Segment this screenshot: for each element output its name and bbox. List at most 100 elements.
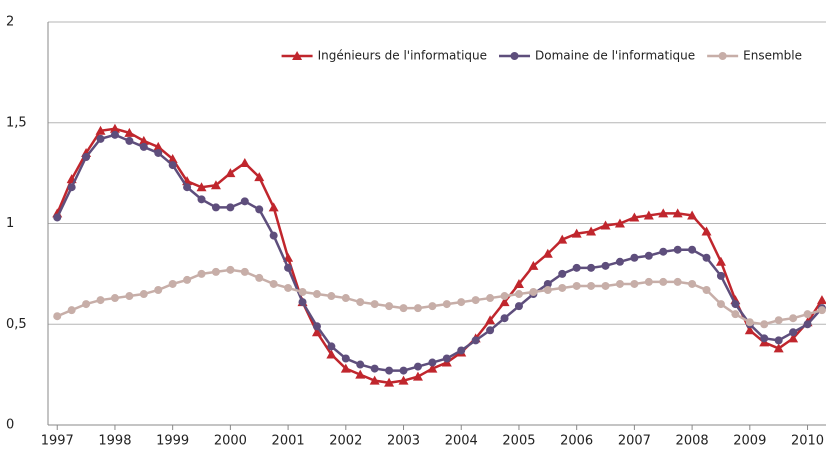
x-tick-label: 2003 — [387, 434, 420, 449]
marker — [139, 142, 148, 151]
marker — [789, 314, 798, 323]
marker — [486, 326, 495, 335]
marker — [269, 231, 278, 240]
marker — [370, 300, 379, 309]
legend-label: Domaine de l'informatique — [535, 49, 695, 63]
x-tick-label: 2001 — [272, 434, 305, 449]
marker — [153, 141, 164, 151]
marker — [644, 251, 653, 260]
marker — [95, 125, 106, 135]
marker — [601, 261, 610, 270]
marker — [643, 210, 654, 220]
marker — [702, 285, 711, 294]
y-tick-label: 0 — [6, 418, 14, 433]
marker — [255, 273, 264, 282]
marker — [687, 210, 698, 220]
marker — [586, 226, 597, 236]
marker — [442, 354, 451, 363]
legend-item: Domaine de l'informatique — [499, 49, 695, 63]
marker — [124, 127, 135, 137]
marker — [109, 123, 120, 133]
marker — [558, 283, 567, 292]
marker — [399, 366, 408, 375]
marker — [196, 182, 207, 192]
x-tick-label: 2007 — [618, 434, 651, 449]
marker — [239, 158, 250, 168]
marker — [760, 334, 769, 343]
marker — [543, 285, 552, 294]
marker — [615, 257, 624, 266]
marker — [67, 183, 76, 192]
marker — [514, 302, 523, 311]
marker — [384, 377, 395, 387]
marker — [513, 278, 524, 288]
marker — [154, 148, 163, 157]
legend-marker — [292, 51, 303, 60]
marker — [240, 267, 249, 276]
series-line — [56, 133, 823, 372]
marker — [211, 267, 220, 276]
marker — [701, 226, 712, 236]
marker — [601, 281, 610, 290]
marker — [630, 279, 639, 288]
marker — [167, 154, 178, 164]
marker — [457, 346, 466, 355]
x-tick-label: 2010 — [791, 434, 824, 449]
marker — [672, 208, 683, 218]
marker — [110, 294, 119, 303]
y-tick-label: 0,5 — [6, 317, 27, 332]
marker — [154, 285, 163, 294]
marker — [138, 135, 149, 145]
marker — [788, 333, 799, 343]
y-tick-label: 2 — [6, 15, 14, 30]
marker — [370, 364, 379, 373]
marker — [125, 136, 134, 145]
marker — [168, 161, 177, 170]
marker — [268, 202, 279, 212]
marker — [341, 294, 350, 303]
marker — [485, 315, 496, 325]
legend-label: Ingénieurs de l'informatique — [318, 49, 487, 63]
marker — [413, 304, 422, 313]
marker — [125, 292, 134, 301]
marker — [500, 314, 509, 323]
marker — [803, 320, 812, 329]
y-tick-label: 1 — [6, 216, 14, 231]
marker — [427, 363, 438, 373]
marker — [67, 306, 76, 315]
legend-marker — [718, 52, 727, 60]
marker — [529, 288, 538, 297]
marker — [600, 220, 611, 230]
marker — [528, 260, 539, 270]
marker — [385, 302, 394, 311]
marker — [326, 349, 337, 359]
marker — [716, 271, 725, 280]
marker — [644, 277, 653, 286]
marker — [327, 342, 336, 351]
marker — [183, 183, 192, 192]
marker — [629, 212, 640, 222]
marker — [471, 336, 480, 345]
marker — [803, 310, 812, 319]
marker — [673, 277, 682, 286]
x-tick-label: 2005 — [502, 434, 535, 449]
marker — [500, 292, 509, 301]
marker — [817, 306, 826, 315]
marker — [298, 288, 307, 297]
marker — [486, 294, 495, 303]
marker — [442, 300, 451, 309]
marker — [702, 253, 711, 262]
marker — [715, 256, 726, 266]
marker — [197, 269, 206, 278]
x-tick-label: 1997 — [41, 434, 74, 449]
marker — [774, 336, 783, 345]
marker — [183, 275, 192, 284]
marker — [731, 300, 740, 309]
legend: Ingénieurs de l'informatique Domaine de l… — [281, 49, 802, 63]
marker — [398, 375, 409, 385]
marker — [572, 263, 581, 272]
marker — [543, 279, 552, 288]
x-tick-label: 2002 — [329, 434, 362, 449]
marker — [356, 360, 365, 369]
x-tick-label: 2006 — [560, 434, 593, 449]
